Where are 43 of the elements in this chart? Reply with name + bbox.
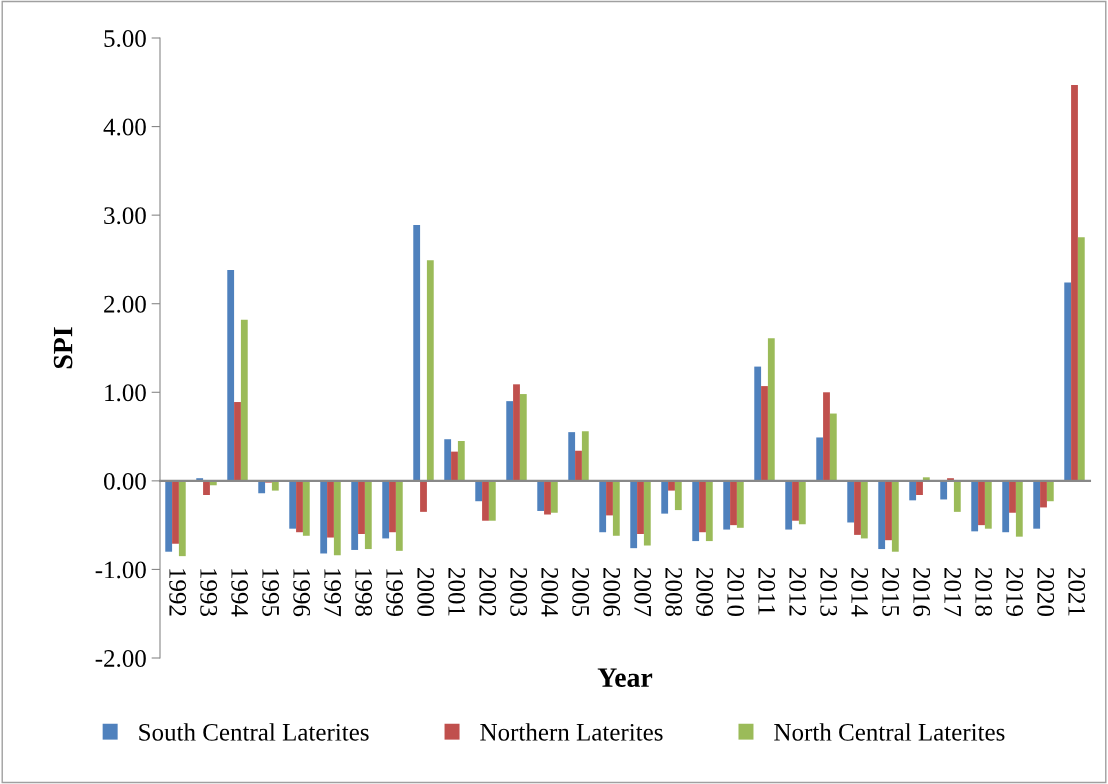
x-tick-label: 1992	[169, 569, 187, 616]
x-tick-label: 1998	[355, 569, 373, 617]
x-tick-label: 2010	[727, 568, 745, 617]
y-tick-label: 1.00	[105, 384, 146, 402]
x-tick-label: 2002	[479, 568, 497, 616]
x-tick-label: 2008	[665, 568, 683, 617]
x-tick-label: 2012	[789, 568, 807, 616]
x-tick-label: 2020	[1037, 568, 1055, 617]
y-tick-label: 4.00	[103, 118, 146, 136]
legend-label: Northern Laterites	[480, 723, 663, 741]
x-tick-label: 1995	[262, 569, 280, 616]
x-tick-label: 2014	[851, 568, 869, 617]
x-tick-label: 2011	[758, 568, 776, 615]
x-tick-label: 1997	[324, 569, 342, 617]
x-tick-label: 1999	[386, 569, 404, 616]
x-tick-label: 2006	[603, 568, 621, 617]
x-tick-label: 2018	[975, 568, 993, 617]
x-tick-label: 2007	[634, 568, 652, 617]
y-tick-label: -2.00	[95, 650, 146, 668]
legend-label: South Central Laterites	[139, 723, 369, 741]
y-tick-label: 0.00	[104, 472, 146, 490]
x-tick-label: 2021	[1068, 568, 1086, 616]
y-axis-title: SPI	[53, 327, 73, 369]
x-tick-label: 1993	[200, 569, 218, 616]
x-tick-label: 2000	[417, 568, 435, 617]
y-tick-label: 2.00	[104, 295, 146, 313]
y-tick-label: 3.00	[104, 207, 146, 225]
x-tick-label: 2004	[541, 568, 559, 617]
x-axis-title: Year	[597, 668, 653, 687]
x-tick-label: 2016	[913, 568, 931, 617]
y-tick-label: -1.00	[95, 561, 146, 579]
x-tick-label: 2009	[696, 568, 714, 616]
x-tick-label: 2019	[1006, 568, 1024, 616]
x-tick-label: 2013	[820, 568, 838, 616]
legend-label: North Central Laterites	[774, 723, 1005, 741]
x-tick-label: 2017	[944, 568, 962, 617]
x-tick-label: 1996	[293, 569, 311, 617]
x-tick-label: 2015	[882, 568, 900, 616]
x-tick-label: 2003	[510, 568, 528, 616]
y-tick-label: 5.00	[104, 30, 146, 48]
x-tick-label: 2001	[448, 568, 466, 616]
x-tick-label: 2005	[572, 568, 590, 616]
x-tick-label: 1994	[231, 569, 249, 617]
